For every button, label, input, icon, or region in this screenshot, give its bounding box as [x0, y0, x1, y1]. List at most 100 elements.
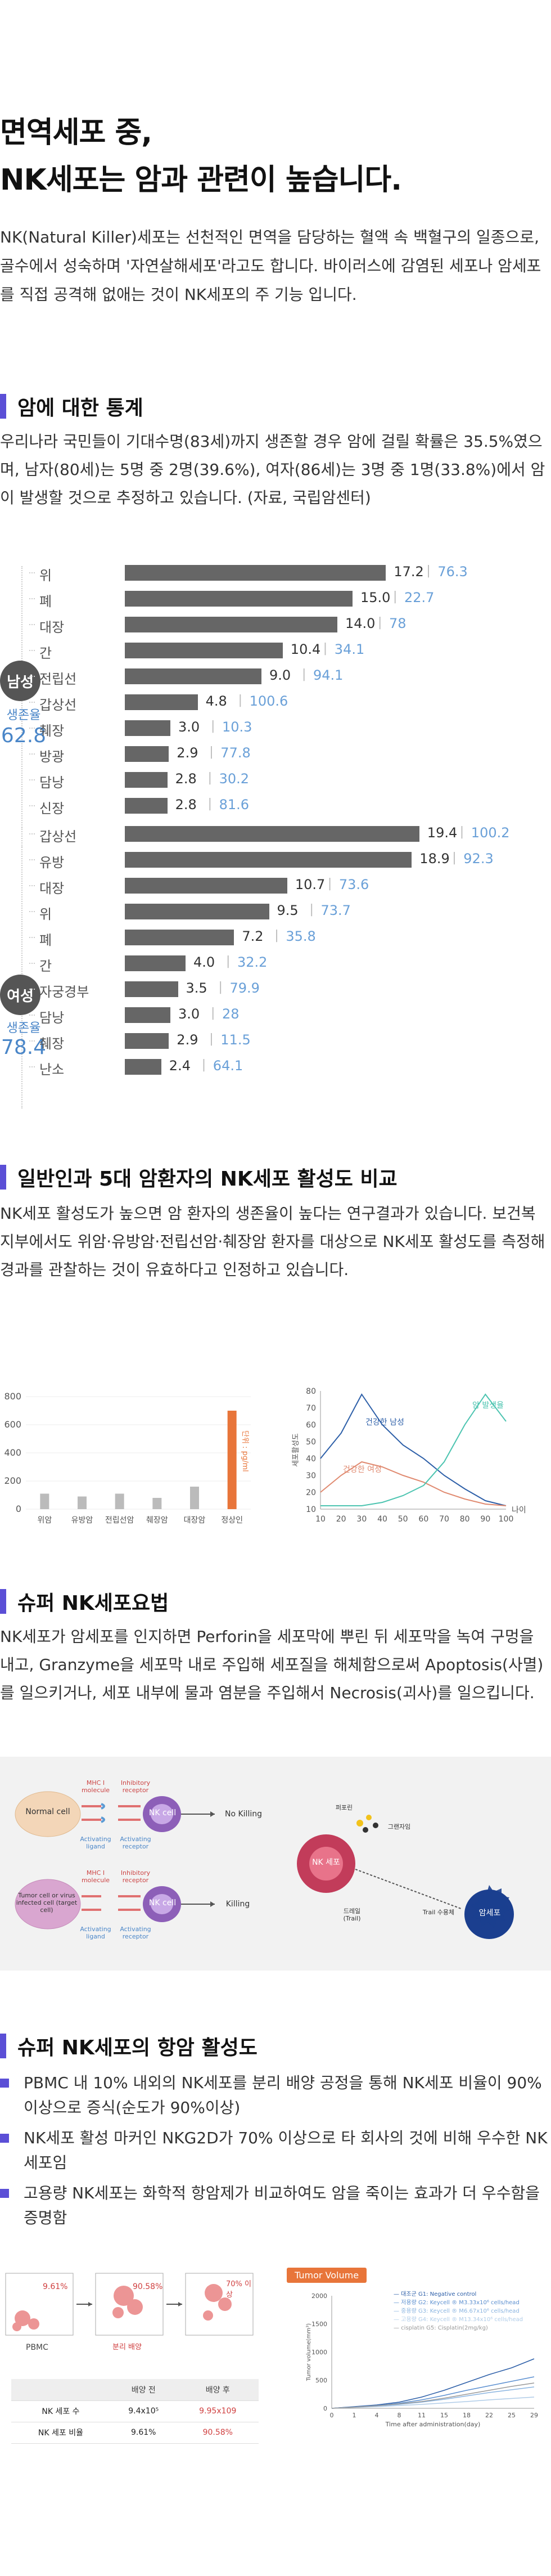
y-tick-label: 0 — [323, 2405, 327, 2412]
stat-row: 갑상선 19.4 | 100.2 — [0, 822, 551, 846]
y-tick-label: 10 — [306, 1505, 316, 1514]
survival-rate: 73.7 — [320, 903, 351, 918]
survival-rate: 81.6 — [219, 797, 250, 813]
stat-row: 유방 18.9 | 92.3 — [0, 847, 551, 872]
survival-rate: 22.7 — [404, 590, 435, 605]
x-tick-label: 29 — [530, 2412, 538, 2419]
cancer-cell-label: 암세포 — [478, 1909, 501, 1918]
survival-value: 62.8 — [1, 724, 47, 747]
cancer-name: 대장 — [39, 881, 65, 896]
stat-row: 대장 14.0 | 78 — [0, 612, 551, 637]
x-tick-label: 70 — [439, 1515, 449, 1524]
separator: | — [209, 1032, 214, 1046]
cancer-name: 위 — [39, 568, 52, 584]
y-tick-label: 70 — [306, 1404, 316, 1413]
pct-nkg2d: 70% 이상 — [226, 2280, 251, 2299]
y-tick-label: 800 — [4, 1391, 21, 1402]
x-tick-label: 60 — [418, 1515, 428, 1524]
stat-row: 담낭 2.8 | 30.2 — [0, 768, 551, 792]
cancer-bar — [125, 772, 168, 788]
stat-row: 간 4.0 | 32.2 — [0, 951, 551, 976]
cancer-name: 방광 — [39, 749, 65, 765]
legend-item: — cisplatin G5: Cisplatin(2mg/kg) — [394, 2325, 488, 2331]
stat-row: 췌장 3.0 | 10.3 — [0, 716, 551, 741]
bar — [190, 1487, 199, 1509]
stat-row: 난소 2.4 | 64.1 — [0, 1054, 551, 1079]
series-label: 암 발생율 — [472, 1401, 504, 1410]
bullet-item: 고용량 NK세포는 화학적 항암제가 비교하여도 암을 죽이는 효과가 더 우수… — [0, 2181, 548, 2231]
survival-rate: 10.3 — [222, 719, 252, 735]
pct-before: 9.61% — [43, 2282, 68, 2291]
table-header: 배양 전 — [110, 2379, 177, 2401]
cancer-value: 4.0 — [193, 954, 215, 970]
table-cell: NK 세포 비율 — [11, 2422, 110, 2444]
mechanism-diagram — [15, 1791, 514, 1939]
x-tick-label: 0 — [330, 2412, 334, 2419]
cancer-name: 난소 — [39, 1062, 65, 1078]
nk-cell-label: NK cell — [148, 1899, 177, 1908]
mhc-label: MHC I molecule — [81, 1869, 110, 1884]
y-tick-label: 50 — [306, 1438, 316, 1447]
row-dot — [29, 598, 35, 599]
no-killing-label: No Killing — [225, 1810, 262, 1819]
survival-rate: 32.2 — [237, 954, 268, 970]
x-axis-label: 나이 — [512, 1506, 526, 1515]
inhibitory-label: Inhibitory receptor — [120, 1869, 151, 1884]
x-tick-label: 8 — [398, 2412, 401, 2419]
series-line — [320, 1461, 507, 1506]
y-tick-label: 60 — [306, 1421, 316, 1430]
table-cell: 9.4x10⁵ — [110, 2400, 177, 2422]
section-title-super-nk: 슈퍼 NK세포요법 — [0, 1588, 169, 1615]
row-dot — [29, 1015, 35, 1016]
y-axis-label: Tumor volume(mm³) — [306, 2323, 312, 2382]
nk-activity-bar-chart: 0 200 400 600 800 위암 유방암 전립선암 췌장암 대장암 정상인 단위 : pg/m… — [4, 1391, 251, 1525]
row-dot — [29, 1040, 35, 1042]
granzyme-label: 그랜자임 — [387, 1823, 411, 1830]
row-dot — [29, 833, 35, 834]
x-tick-label: 40 — [377, 1515, 387, 1524]
page-title: 면역세포 중, NK세포는 암과 관련이 높습니다. — [0, 116, 402, 197]
cancer-bar — [125, 1007, 170, 1023]
cancer-name: 위 — [39, 906, 52, 922]
separator: | — [207, 797, 213, 811]
section-title-text: 일반인과 5대 암환자의 NK세포 활성도 비교 — [17, 1168, 398, 1191]
bullet-item: NK세포 활성 마커인 NKG2D가 70% 이상으로 타 회사의 것에 비해 … — [0, 2126, 548, 2175]
inhibitory-label: Inhibitory receptor — [120, 1779, 151, 1794]
survival-rate: 79.9 — [229, 980, 260, 996]
section-title-nk-activity: 일반인과 5대 암환자의 NK세포 활성도 비교 — [0, 1164, 398, 1191]
x-tick-label: 유방암 — [71, 1516, 93, 1525]
anticancer-bullets: PBMC 내 10% 내외의 NK세포를 분리 배양 공정을 통해 NK세포 비… — [0, 2071, 548, 2236]
cancer-value: 9.0 — [269, 667, 291, 683]
row-dot — [29, 702, 35, 703]
nk-age-line-chart: 10 20 30 40 50 60 70 80 10 20 30 40 50 60 70 80 90 100 건강한… — [292, 1387, 526, 1524]
y-tick-label: 1500 — [311, 2321, 327, 2328]
table-header: 배양 후 — [177, 2379, 259, 2401]
separator: | — [211, 719, 215, 733]
cancer-bar — [125, 643, 283, 658]
separator: | — [274, 928, 279, 943]
x-tick-label: 15 — [440, 2412, 448, 2419]
activating-ligand-label: Activating ligand — [80, 1926, 111, 1940]
table-header — [11, 2379, 110, 2401]
section-bar — [0, 394, 6, 419]
bar — [152, 1498, 162, 1509]
row-dot — [29, 728, 35, 729]
row-dot — [29, 911, 35, 912]
flow-cytometry-figure: 9.61% 90.58% 70% 이상 PBMC 분리 배양 — [0, 2262, 264, 2386]
female-cancer-chart: 여성 생존율 78.4 갑상선 19.4 | 100.2 유방 18.9 | 92.3 대장 10… — [0, 822, 551, 1114]
cancer-bar — [125, 565, 386, 581]
trail-receptor-label: Trail 수용체 — [422, 1909, 455, 1916]
separator: | — [201, 1058, 206, 1072]
separator: | — [393, 590, 398, 604]
section-bar — [0, 2034, 6, 2058]
series-line — [320, 1393, 507, 1506]
section-title-anticancer: 슈퍼 NK세포의 항암 활성도 — [0, 2032, 258, 2059]
activating-receptor-label: Activating receptor — [120, 1835, 151, 1850]
x-tick-label: 90 — [480, 1515, 490, 1524]
super-nk-paragraph: NK세포가 암세포를 인지하면 Perforin을 세포막에 뿌린 뒤 세포막을… — [0, 1627, 544, 1702]
x-tick-label: 100 — [499, 1515, 514, 1524]
culture-table: 배양 전 배양 후 NK 세포 수 9.4x10⁵ 9.95x109 NK 세포… — [11, 2379, 259, 2444]
stat-row: 방광 2.9 | 77.8 — [0, 742, 551, 766]
row-dot — [29, 805, 35, 806]
row-dot — [29, 937, 35, 938]
